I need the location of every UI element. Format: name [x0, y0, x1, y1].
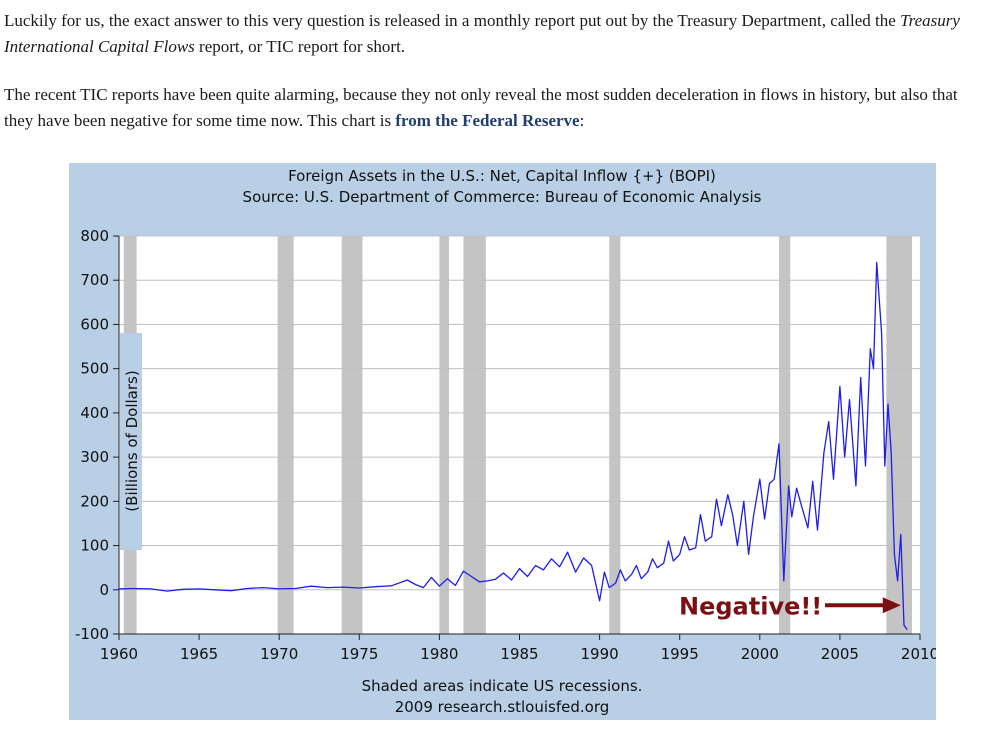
- chart-svg: Foreign Assets in the U.S.: Net, Capital…: [69, 163, 939, 720]
- series-line: [118, 261, 908, 630]
- x-tick-label: 1995: [661, 645, 699, 663]
- report-name: Treasury International Capital Flows: [4, 11, 960, 56]
- tic-paragraph: The recent TIC reports have been quite a…: [4, 82, 984, 134]
- annotation-arrow-head: [882, 597, 901, 614]
- x-tick-label: 1985: [500, 645, 538, 663]
- y-tick-label: -100: [75, 625, 109, 643]
- x-tick-label: 1970: [260, 645, 298, 663]
- chart-title: Foreign Assets in the U.S.: Net, Capital…: [288, 167, 716, 185]
- federal-reserve-link[interactable]: from the Federal Reserve: [395, 111, 580, 130]
- ylabel-box: [120, 333, 142, 550]
- p1-text-start: Luckily for us, the exact answer to this…: [4, 11, 901, 30]
- y-tick-label: 300: [80, 448, 109, 466]
- p2-text-end: :: [579, 111, 585, 130]
- recession-band: [609, 236, 621, 634]
- chart-footer-note: Shaded areas indicate US recessions.: [362, 677, 643, 695]
- p1-text-end: report, or TIC report for short.: [194, 37, 406, 56]
- chart-subtitle: Source: U.S. Department of Commerce: Bur…: [243, 188, 762, 206]
- y-axis-label: (Billions of Dollars): [123, 370, 141, 511]
- annotation-label: Negative!!: [679, 592, 822, 620]
- x-tick-label: 1980: [420, 645, 458, 663]
- y-tick-label: 700: [80, 271, 109, 289]
- plot-area: -100 0 100 200 300 400 500 600 700 800 1960 1965 197…: [75, 227, 939, 663]
- y-tick-label: 0: [99, 581, 109, 599]
- recession-band: [463, 236, 486, 634]
- x-tick-label: 1975: [340, 645, 378, 663]
- p2-text-start: The recent TIC reports have been quite a…: [4, 85, 958, 130]
- x-tick-label: 2000: [741, 645, 779, 663]
- y-tick-label: 400: [80, 404, 109, 422]
- recession-band: [277, 236, 294, 634]
- x-tick-label: 2005: [821, 645, 859, 663]
- recession-band: [341, 236, 363, 634]
- intro-paragraph: Luckily for us, the exact answer to this…: [4, 8, 1004, 60]
- recession-band: [779, 236, 791, 634]
- y-tick-label: 200: [80, 492, 109, 510]
- x-tick-label: 1990: [581, 645, 619, 663]
- y-tick-label: 800: [80, 227, 109, 245]
- y-tick-label: 500: [80, 360, 109, 378]
- fred-chart: Foreign Assets in the U.S.: Net, Capital…: [69, 163, 939, 720]
- x-tick-label: 1960: [100, 645, 138, 663]
- y-tick-label: 600: [80, 315, 109, 333]
- x-tick-label: 2010: [901, 645, 936, 663]
- recession-band: [439, 236, 450, 634]
- y-tick-label: 100: [80, 537, 109, 555]
- x-tick-label: 1965: [180, 645, 218, 663]
- plot-background: [119, 236, 920, 634]
- chart-footer-source: 2009 research.stlouisfed.org: [395, 698, 610, 716]
